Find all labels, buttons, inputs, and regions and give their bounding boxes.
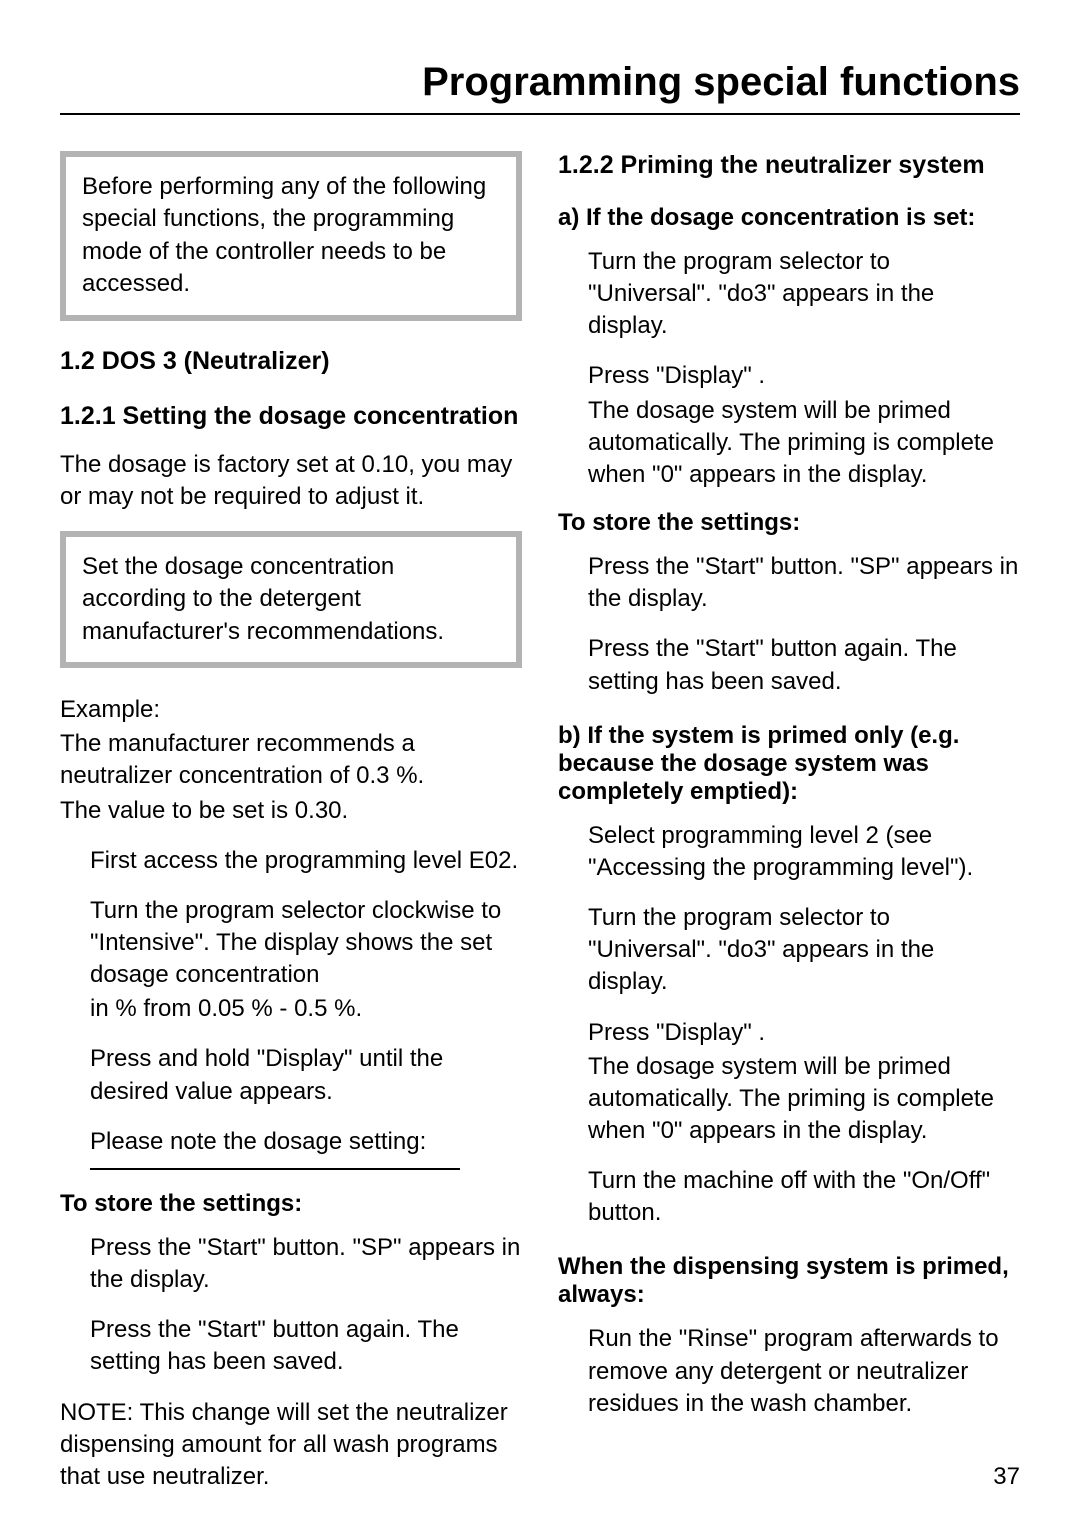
note-paragraph: NOTE: This change will set the neutraliz…: [60, 1397, 522, 1493]
right-column: 1.2.2 Priming the neutralizer system a) …: [558, 151, 1020, 1493]
part-b-heading: b) If the system is primed only (e.g. be…: [558, 722, 1020, 806]
detergent-callout: Set the dosage concentration according t…: [60, 531, 522, 668]
store-step-2-right: Press the "Start" button again. The sett…: [588, 633, 1020, 697]
store-step-2-left: Press the "Start" button again. The sett…: [90, 1314, 522, 1378]
step-2a: Turn the program selector clockwise to "…: [90, 895, 522, 991]
example-line-2: The value to be set is 0.30.: [60, 795, 522, 827]
section-1-2-2-heading: 1.2.2 Priming the neutralizer system: [558, 151, 1020, 180]
store-step-1-left: Press the "Start" button. "SP" appears i…: [90, 1232, 522, 1296]
left-column: Before performing any of the following s…: [60, 151, 522, 1493]
example-label: Example:: [60, 694, 522, 726]
page-number: 37: [993, 1463, 1020, 1491]
b-step-3a: Press "Display" .: [588, 1017, 1020, 1049]
page-title: Programming special functions: [60, 60, 1020, 115]
final-heading: When the dispensing system is primed, al…: [558, 1253, 1020, 1309]
final-step: Run the "Rinse" program afterwards to re…: [588, 1323, 1020, 1419]
example-line-1: The manufacturer recommends a neutralize…: [60, 728, 522, 792]
a-step-2b: The dosage system will be primed automat…: [588, 395, 1020, 491]
store-settings-heading-right: To store the settings:: [558, 509, 1020, 537]
step-1: First access the programming level E02.: [90, 845, 522, 877]
step-2b: in % from 0.05 % - 0.5 %.: [90, 993, 522, 1025]
section-1-2-heading: 1.2 DOS 3 (Neutralizer): [60, 347, 522, 376]
step-3: Press and hold "Display" until the desir…: [90, 1043, 522, 1107]
store-settings-heading-left: To store the settings:: [60, 1190, 522, 1218]
part-a-heading: a) If the dosage concentration is set:: [558, 204, 1020, 232]
factory-set-paragraph: The dosage is factory set at 0.10, you m…: [60, 449, 522, 513]
step-4: Please note the dosage setting:: [90, 1126, 522, 1158]
page: Programming special functions Before per…: [0, 0, 1080, 1529]
b-step-2: Turn the program selector to "Universal"…: [588, 902, 1020, 998]
intro-callout: Before performing any of the following s…: [60, 151, 522, 321]
b-step-4: Turn the machine off with the "On/Off" b…: [588, 1165, 1020, 1229]
b-step-1: Select programming level 2 (see "Accessi…: [588, 820, 1020, 884]
b-step-3b: The dosage system will be primed automat…: [588, 1051, 1020, 1147]
section-1-2-1-heading: 1.2.1 Setting the dosage concentration: [60, 402, 522, 431]
store-step-1-right: Press the "Start" button. "SP" appears i…: [588, 551, 1020, 615]
two-column-layout: Before performing any of the following s…: [60, 151, 1020, 1493]
blank-fill-line: [90, 1168, 460, 1170]
a-step-1: Turn the program selector to "Universal"…: [588, 246, 1020, 342]
a-step-2a: Press "Display" .: [588, 360, 1020, 392]
